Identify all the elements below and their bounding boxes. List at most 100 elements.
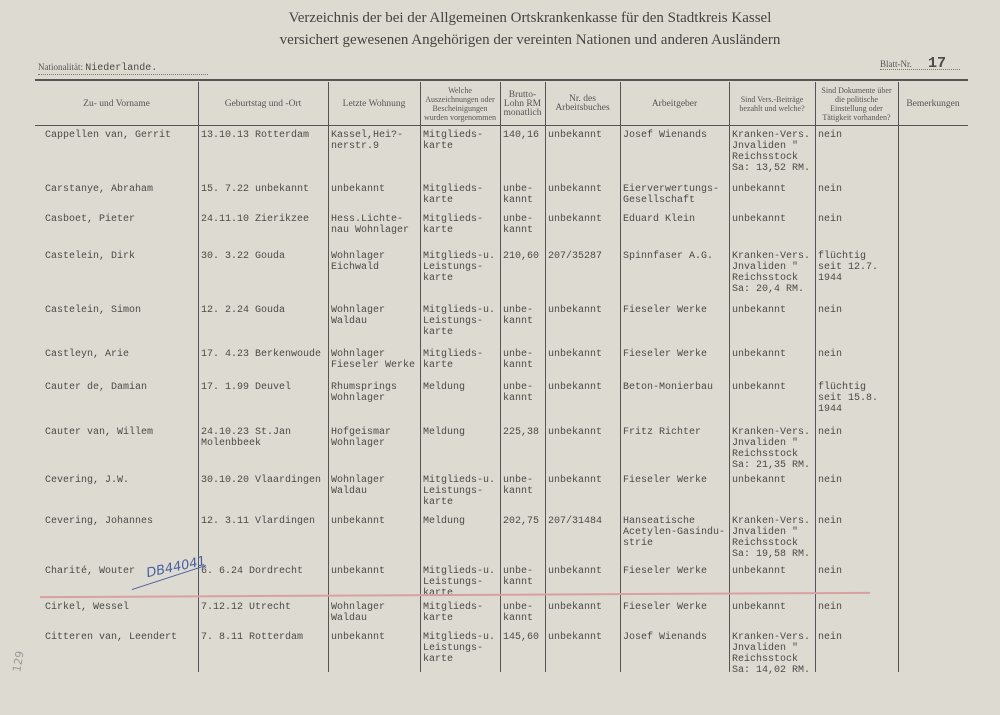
nationality-label: Nationalität: (38, 62, 83, 72)
cell-name: Citteren van, Leendert (45, 632, 178, 643)
cell-name: Cevering, Johannes (45, 516, 154, 527)
cell-political-documents: nein (818, 349, 843, 360)
cell-contributions: Kranken-Vers. Jnvaliden " Reichsstock Sa… (732, 251, 811, 295)
column-header-birth: Geburtstag und -Ort (224, 98, 302, 109)
cell-name: Cauter de, Damian (45, 382, 148, 393)
cell-employer: Eierverwertungs- Gesellschaft (623, 184, 720, 206)
cell-political-documents: nein (818, 475, 843, 486)
cell-contributions: unbekannt (732, 566, 787, 577)
nationality-field: Nationalität: Niederlande. (38, 62, 208, 75)
column-divider (420, 82, 421, 672)
cell-employer: Fieseler Werke (623, 475, 708, 486)
cell-contributions: Kranken-Vers. Jnvaliden " Reichsstock Sa… (732, 427, 811, 471)
column-divider (198, 82, 199, 672)
cell-name: Casboet, Pieter (45, 214, 136, 225)
cell-contributions: unbekannt (732, 184, 787, 195)
cell-workbook-no: 207/35287 (548, 251, 603, 262)
cell-workbook-no: unbekannt (548, 305, 603, 316)
cell-residence: unbekannt (331, 566, 386, 577)
cell-employer: Hanseatische Acetylen-Gasindu- strie (623, 516, 726, 549)
cell-political-documents: nein (818, 130, 843, 141)
cell-political-documents: nein (818, 214, 843, 225)
cell-gross-wage: unbe- kannt (503, 602, 534, 624)
header-bottom-rule (35, 125, 968, 126)
cell-residence: unbekannt (331, 632, 386, 643)
cell-name: Castleyn, Arie (45, 349, 130, 360)
cell-residence: Wohnlager Waldau (331, 475, 386, 497)
sheet-number-value: 17 (928, 55, 947, 72)
cell-political-documents: flüchtig seit 12.7. 1944 (818, 251, 879, 284)
cell-birth: 30. 3.22 Gouda (201, 251, 286, 262)
cell-residence: unbekannt (331, 184, 386, 195)
cell-birth: 13.10.13 Rotterdam (201, 130, 310, 141)
cell-workbook-no: unbekannt (548, 130, 603, 141)
document-title-line-1: Verzeichnis der bei der Allgemeinen Orts… (288, 10, 772, 26)
cell-residence: Wohnlager Fieseler Werke (331, 349, 416, 371)
cell-contributions: unbekannt (732, 349, 787, 360)
cell-birth: 24.11.10 Zierikzee (201, 214, 310, 225)
column-header-contributions: Sind Vers.-Beiträge bezahlt und welche? (739, 95, 805, 113)
cell-name: Cirkel, Wessel (45, 602, 130, 613)
cell-contributions: unbekannt (732, 305, 787, 316)
cell-certificates: Meldung (423, 516, 466, 527)
cell-workbook-no: 207/31484 (548, 516, 603, 527)
cell-employer: Fieseler Werke (623, 305, 708, 316)
cell-employer: Spinnfaser A.G. (623, 251, 714, 262)
cell-name: Castelein, Dirk (45, 251, 136, 262)
cell-employer: Eduard Klein (623, 214, 696, 225)
nationality-value: Niederlande. (85, 63, 158, 74)
column-divider (500, 82, 501, 672)
cell-workbook-no: unbekannt (548, 214, 603, 225)
cell-certificates: Mitglieds- karte (423, 130, 484, 152)
cell-political-documents: nein (818, 566, 843, 577)
cell-residence: Wohnlager Waldau (331, 305, 386, 327)
cell-gross-wage: unbe- kannt (503, 184, 534, 206)
cell-contributions: unbekannt (732, 214, 787, 225)
cell-contributions: Kranken-Vers. Jnvaliden " Reichsstock Sa… (732, 632, 811, 676)
cell-residence: Hofgeismar Wohnlager (331, 427, 392, 449)
cell-certificates: Mitglieds-u. Leistungs- karte (423, 305, 496, 338)
cell-certificates: Mitglieds- karte (423, 184, 484, 206)
cell-workbook-no: unbekannt (548, 349, 603, 360)
document-title-line-2: versichert gewesenen Angehörigen der ver… (279, 32, 781, 48)
cell-name: Cauter van, Willem (45, 427, 154, 438)
cell-residence: Wohnlager Waldau (331, 602, 386, 624)
cell-gross-wage: unbe- kannt (503, 305, 534, 327)
cell-birth: 12. 2.24 Gouda (201, 305, 286, 316)
cell-political-documents: nein (818, 305, 843, 316)
cell-workbook-no: unbekannt (548, 184, 603, 195)
table-top-rule (35, 79, 968, 81)
cell-political-documents: nein (818, 632, 843, 643)
cell-gross-wage: 202,75 (503, 516, 540, 527)
cell-birth: 17. 4.23 Berkenwoude (201, 349, 322, 360)
cell-birth: 7. 8.11 Rotterdam (201, 632, 304, 643)
cell-residence: Rhumsprings Wohnlager (331, 382, 398, 404)
cell-political-documents: nein (818, 427, 843, 438)
cell-gross-wage: 145,60 (503, 632, 540, 643)
column-header-remarks: Bemerkungen (906, 98, 960, 109)
cell-contributions: Kranken-Vers. Jnvaliden " Reichsstock Sa… (732, 516, 811, 560)
cell-residence: Hess.Lichte- nau Wohnlager (331, 214, 410, 236)
cell-residence: Wohnlager Eichwald (331, 251, 386, 273)
cell-employer: Josef Wienands (623, 632, 708, 643)
cell-gross-wage: unbe- kannt (503, 214, 534, 236)
column-divider (729, 82, 730, 672)
sheet-number-label: Blatt-Nr. (880, 59, 912, 69)
cell-employer: Fieseler Werke (623, 349, 708, 360)
cell-birth: 15. 7.22 unbekannt (201, 184, 310, 195)
cell-employer: Fritz Richter (623, 427, 702, 438)
column-header-workbook-no: Nr. des Arbeitsbuches (555, 94, 610, 113)
cell-name: Charité, Wouter (45, 566, 136, 577)
column-header-employer: Arbeitgeber (651, 98, 698, 109)
cell-birth: 6. 6.24 Dordrecht (201, 566, 304, 577)
cell-employer: Beton-Monierbau (623, 382, 714, 393)
column-divider (545, 82, 546, 672)
cell-certificates: Meldung (423, 427, 466, 438)
cell-workbook-no: unbekannt (548, 566, 603, 577)
column-divider (815, 82, 816, 672)
cell-residence: Kassel,Hei?- nerstr.9 (331, 130, 404, 152)
cell-contributions: Kranken-Vers. Jnvaliden " Reichsstock Sa… (732, 130, 811, 174)
cell-gross-wage: unbe- kannt (503, 382, 534, 404)
cell-contributions: unbekannt (732, 602, 787, 613)
